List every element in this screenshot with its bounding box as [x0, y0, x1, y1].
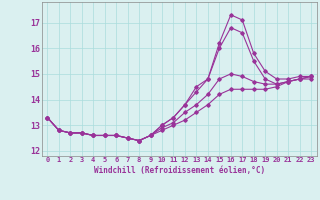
X-axis label: Windchill (Refroidissement éolien,°C): Windchill (Refroidissement éolien,°C)	[94, 166, 265, 175]
